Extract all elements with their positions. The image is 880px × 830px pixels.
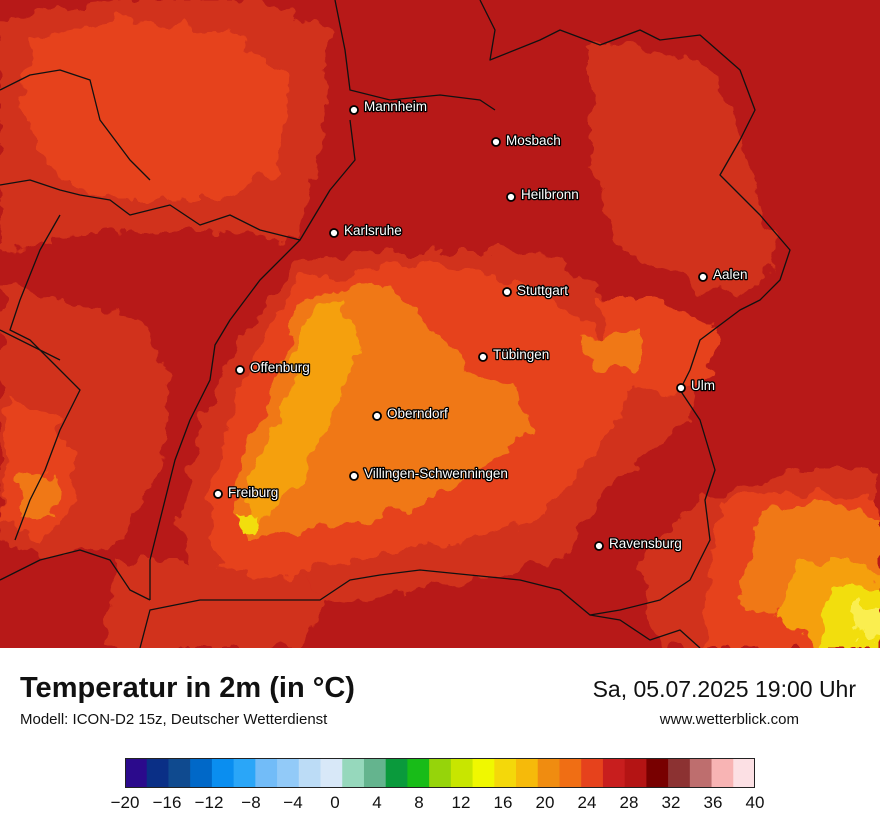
city-marker[interactable]: Villingen-Schwenningen — [349, 465, 509, 482]
city-marker[interactable]: Oberndorf — [372, 405, 449, 422]
legend-swatch — [255, 758, 278, 788]
city-marker[interactable]: Karlsruhe — [329, 222, 403, 239]
city-label: Karlsruhe — [344, 223, 402, 238]
legend-tick-label: 20 — [535, 793, 555, 812]
legend-swatch — [516, 758, 539, 788]
legend-swatch — [494, 758, 517, 788]
website-link[interactable]: www.wetterblick.com — [659, 711, 799, 728]
legend-swatch — [211, 758, 235, 788]
color-legend — [125, 758, 755, 788]
legend-swatch — [624, 758, 647, 788]
legend-swatch — [233, 758, 256, 788]
legend-tick-label: −8 — [241, 793, 261, 812]
city-label: Tübingen — [493, 347, 549, 362]
city-markers: Mannheim Mosbach Heilbronn Karlsruhe Aal… — [213, 98, 749, 552]
legend-tick-label: 32 — [661, 793, 681, 812]
legend-tick-label: −20 — [110, 793, 140, 812]
legend-swatch — [385, 758, 408, 788]
city-marker[interactable]: Ravensburg — [594, 535, 683, 552]
city-label: Mannheim — [364, 99, 427, 114]
city-marker[interactable]: Tübingen — [478, 346, 551, 363]
city-label: Heilbronn — [521, 187, 579, 202]
city-marker[interactable]: Ulm — [676, 377, 716, 394]
legend-swatch — [537, 758, 560, 788]
legend-tick-label: 12 — [451, 793, 471, 812]
legend-tick-label: 24 — [577, 793, 597, 812]
legend-swatch — [146, 758, 169, 788]
city-marker[interactable]: Stuttgart — [502, 282, 570, 299]
city-label: Offenburg — [250, 360, 310, 375]
legend-tick-label: −16 — [152, 793, 182, 812]
legend-swatch — [168, 758, 191, 788]
model-info: Modell: ICON-D2 15z, Deutscher Wetterdie… — [20, 711, 328, 728]
legend-tick-label: −12 — [194, 793, 224, 812]
legend-swatch — [668, 758, 691, 788]
city-label: Mosbach — [506, 133, 561, 148]
city-marker[interactable]: Offenburg — [235, 359, 311, 376]
legend-swatch — [472, 758, 495, 788]
city-label: Stuttgart — [517, 283, 568, 298]
legend-swatch — [320, 758, 343, 788]
legend-swatch — [733, 758, 755, 788]
city-label: Oberndorf — [387, 406, 448, 421]
legend-tick-label: 16 — [493, 793, 513, 812]
legend-swatch — [125, 758, 148, 788]
city-label: Villingen-Schwenningen — [364, 466, 508, 481]
legend-tick-label: 4 — [372, 793, 382, 812]
legend-tick-label: 28 — [619, 793, 639, 812]
legend-tick-label: 0 — [330, 793, 340, 812]
legend-swatch — [429, 758, 452, 788]
city-label: Ulm — [691, 378, 715, 393]
legend-tick-label: 36 — [703, 793, 723, 812]
temperature-map: Mannheim Mosbach Heilbronn Karlsruhe Aal… — [0, 0, 880, 648]
temperature-field — [0, 0, 880, 648]
city-marker[interactable]: Heilbronn — [506, 186, 580, 203]
legend-swatch — [646, 758, 669, 788]
legend-swatch — [190, 758, 213, 788]
legend-swatch — [298, 758, 322, 788]
legend-tick-label: 8 — [414, 793, 424, 812]
legend-swatch — [363, 758, 387, 788]
borders — [0, 0, 791, 648]
legend-swatch — [450, 758, 474, 788]
city-marker[interactable]: Freiburg — [213, 484, 280, 501]
legend-swatch — [407, 758, 430, 788]
legend-swatch — [342, 758, 365, 788]
city-marker[interactable]: Mosbach — [491, 132, 562, 149]
city-label: Freiburg — [228, 485, 278, 500]
city-marker[interactable]: Mannheim — [349, 98, 428, 115]
legend-tick-label: 40 — [745, 793, 765, 812]
city-label: Ravensburg — [609, 536, 682, 551]
footer: Temperatur in 2m (in °C) Modell: ICON-D2… — [0, 648, 880, 830]
legend-swatch — [689, 758, 713, 788]
legend-swatch — [711, 758, 734, 788]
legend-tick-label: −4 — [283, 793, 303, 812]
forecast-datetime: Sa, 05.07.2025 19:00 Uhr — [592, 676, 856, 702]
city-label: Aalen — [713, 267, 748, 282]
legend-frame — [125, 758, 755, 788]
legend-swatch — [559, 758, 582, 788]
legend-swatch — [581, 758, 604, 788]
city-marker[interactable]: Aalen — [698, 266, 749, 283]
map-title: Temperatur in 2m (in °C) — [20, 672, 355, 704]
legend-swatch — [602, 758, 626, 788]
legend-swatch — [277, 758, 300, 788]
